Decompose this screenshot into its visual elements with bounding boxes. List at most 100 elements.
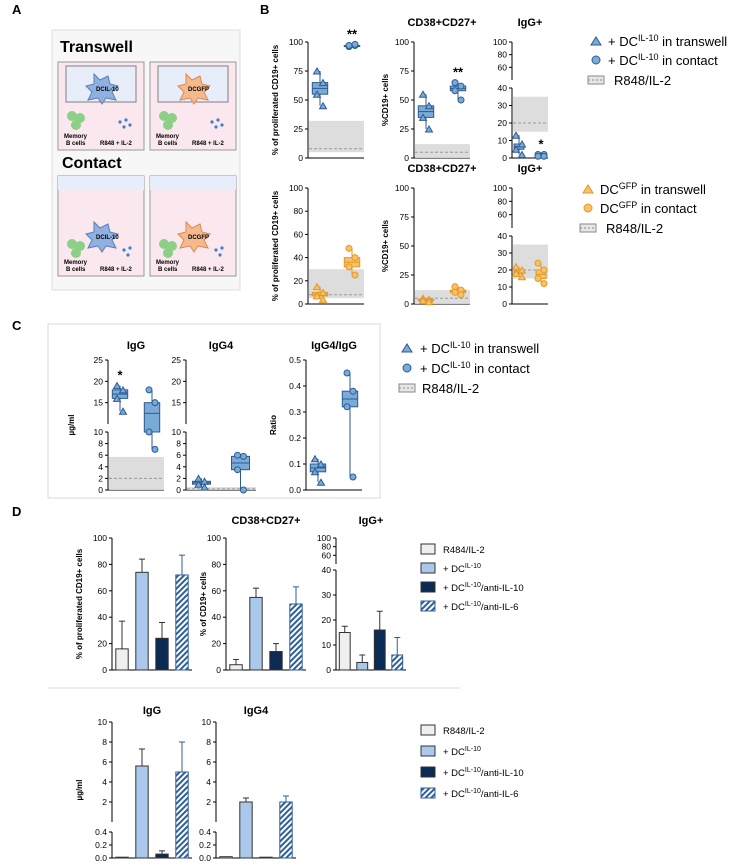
- data-point-circle: [151, 445, 159, 453]
- y-tick-label: 25: [294, 124, 304, 134]
- significance-mark: **: [453, 65, 464, 80]
- y-tick-label: 0: [404, 153, 409, 163]
- data-point-triangle: [312, 67, 322, 75]
- chart-title: CD38+CD27+: [407, 163, 476, 175]
- legend-sup: IL-10: [465, 788, 481, 795]
- data-point-circle: [451, 283, 459, 291]
- y-tick-label: 80: [498, 50, 508, 60]
- reference-band: [187, 487, 256, 490]
- legend-swatch-ref: [420, 543, 436, 555]
- cytokine-dot: [220, 246, 224, 250]
- b-cell: [71, 120, 81, 130]
- reference-band: [109, 456, 164, 490]
- legend-sup: IL-10: [465, 746, 481, 753]
- legend-sup: IL-10: [450, 340, 471, 350]
- bar: [356, 662, 369, 671]
- cytokine-dot: [216, 118, 220, 122]
- y-tick-label: 80: [498, 196, 508, 206]
- legend-swatch-dc: [420, 745, 436, 757]
- legend-pre: + DC: [443, 789, 465, 800]
- data-point-triangle: [418, 90, 428, 98]
- y-tick-label: 20: [498, 118, 508, 128]
- y-tick-label: 20: [172, 376, 182, 386]
- y-tick-label: 0: [176, 485, 181, 495]
- data-point-circle: [351, 254, 359, 262]
- y-tick-label: 75: [400, 66, 410, 76]
- legend-item-contact: DCGFP in contact: [600, 200, 697, 216]
- data-point-triangle: [312, 282, 322, 291]
- y-tick-label: 15: [94, 398, 104, 408]
- cytokine-dot: [214, 125, 218, 129]
- y-tick-label: 25: [172, 355, 182, 365]
- y-tick-label: 100: [395, 37, 409, 47]
- legend-post: in transwell: [637, 182, 706, 197]
- reference-band: [415, 144, 470, 158]
- data-point-triangle: [517, 150, 527, 158]
- dc-gfp-cell: [177, 72, 211, 105]
- memory-label: Memory: [156, 260, 180, 266]
- legend-post: in contact: [471, 361, 531, 376]
- legend-c: + DCIL-10 in transwell + DCIL-10 in cont…: [398, 340, 540, 396]
- y-tick-label: 2: [176, 473, 181, 483]
- stim-label: R848 + IL-2: [192, 141, 225, 147]
- data-point-circle: [451, 288, 459, 296]
- legend-sup: IL-10: [465, 563, 481, 570]
- legend-item-anti-il6: + DCIL-10/anti-IL-6: [443, 601, 518, 613]
- data-point-triangle: [312, 291, 322, 300]
- y-tick-label: 4: [206, 777, 211, 787]
- legend-triangle-marker: [401, 343, 413, 353]
- y-tick-label: 100: [93, 533, 107, 543]
- y-tick-label: 2: [206, 797, 211, 807]
- chart-title: IgG4/IgG: [311, 340, 357, 352]
- y-tick-label: 100: [289, 37, 303, 47]
- medium-top: [150, 176, 236, 190]
- bcells-label: B cells: [66, 141, 86, 147]
- significance-mark: **: [347, 26, 358, 41]
- bar: [135, 765, 149, 859]
- y-tick-label: 40: [98, 612, 108, 622]
- significance-mark: *: [117, 368, 123, 383]
- stim-label: R848 + IL-2: [192, 267, 225, 273]
- y-tick-label: 0: [298, 299, 303, 309]
- y-tick-label: 8: [102, 737, 107, 747]
- legend-item-anti-il10: + DCIL-10/anti-IL-10: [443, 582, 524, 594]
- significance-mark: *: [538, 137, 544, 152]
- legend-swatch-anti-il6: [420, 787, 436, 799]
- y-tick-label: 0: [404, 299, 409, 309]
- y-tick-label: 0.1: [289, 459, 301, 469]
- legend-item-ref: R484/IL-2: [443, 545, 485, 556]
- bar: [115, 856, 129, 859]
- dc-gfp-cell: [177, 220, 211, 253]
- legend-pre: + DC: [443, 768, 465, 779]
- panel-label-b: B: [260, 2, 269, 17]
- data-point-circle: [345, 263, 353, 271]
- y-tick-label: 80: [212, 559, 222, 569]
- y-tick-label: 8: [98, 439, 103, 449]
- legend-sup: IL-10: [465, 601, 481, 608]
- chart-title: CD38+CD27+: [407, 17, 476, 29]
- y-axis-label: % of proliferated CD19+ cells: [271, 44, 280, 155]
- bar: [115, 648, 129, 671]
- y-tick-label: 2: [102, 797, 107, 807]
- cytokine-dot: [128, 246, 132, 250]
- data-point-circle: [240, 486, 247, 494]
- cytokine-dot: [210, 120, 214, 124]
- data-point-circle: [349, 387, 357, 395]
- data-point-circle: [349, 473, 357, 481]
- legend-post: in transwell: [659, 34, 728, 49]
- data-point-triangle: [511, 269, 521, 277]
- reference-band: [309, 120, 364, 153]
- legend-post: in transwell: [471, 341, 540, 356]
- memory-label: Memory: [64, 260, 88, 266]
- y-tick-label: 10: [172, 427, 182, 437]
- y-tick-label: 20: [294, 276, 304, 286]
- legend-sup: GFP: [619, 181, 638, 191]
- bar: [338, 632, 351, 671]
- b-cell: [67, 239, 77, 249]
- data-point-triangle: [517, 272, 527, 281]
- y-tick-label: 20: [212, 639, 222, 649]
- y-tick-label: 20: [498, 265, 508, 275]
- y-tick-label: 0.2: [95, 840, 107, 850]
